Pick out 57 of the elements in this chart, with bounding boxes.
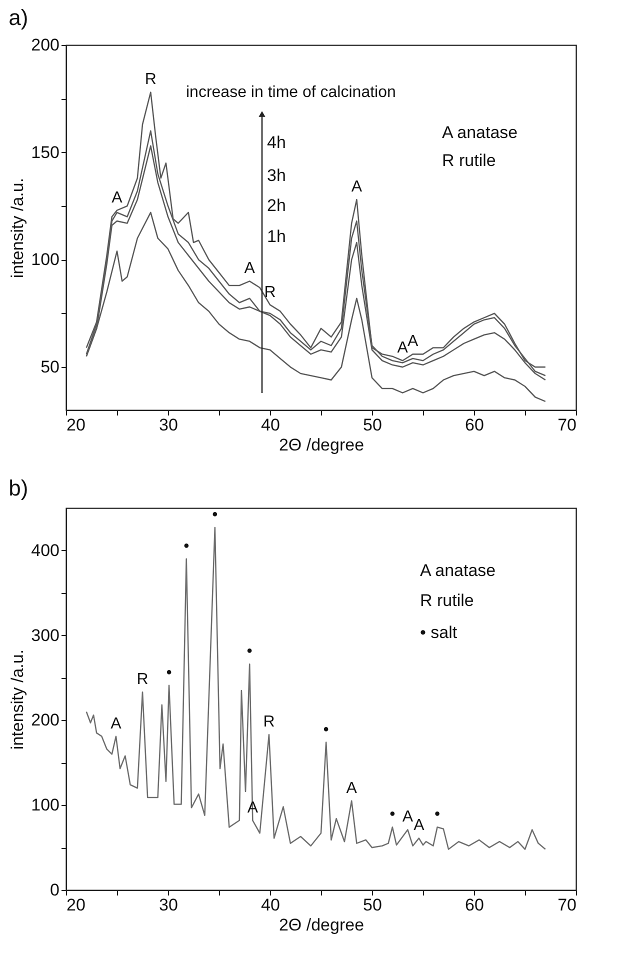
annotation: 2h bbox=[267, 196, 286, 215]
annotation: • bbox=[246, 643, 252, 660]
x-tick-label: 50 bbox=[363, 896, 382, 914]
annotation: A bbox=[397, 340, 408, 357]
x-tick-label: 50 bbox=[363, 416, 382, 434]
annotation: A bbox=[414, 817, 425, 834]
y-tick-label: 50 bbox=[40, 358, 60, 377]
y-tick-label: 150 bbox=[31, 142, 60, 162]
y-tick-label: 200 bbox=[31, 710, 60, 730]
annotation: R rutile bbox=[442, 151, 496, 170]
annotation: A bbox=[407, 333, 418, 350]
annotation: 1h bbox=[267, 227, 286, 246]
annotation: R rutile bbox=[420, 591, 474, 610]
annotation: R bbox=[264, 284, 276, 301]
x-tick-label: 60 bbox=[465, 416, 484, 434]
annotation: A bbox=[351, 178, 362, 196]
x-tick-label: 70 bbox=[558, 896, 576, 914]
annotation: R bbox=[263, 714, 275, 731]
annotation: A bbox=[110, 715, 122, 732]
annotation: • bbox=[166, 664, 172, 682]
annotation: R bbox=[144, 71, 156, 88]
annotation: 4h bbox=[267, 133, 286, 152]
x-tick-label: 40 bbox=[261, 416, 280, 434]
y-tick-label: 300 bbox=[31, 626, 60, 645]
y-tick-label: 100 bbox=[31, 250, 60, 270]
annotation: A bbox=[112, 189, 123, 206]
annotation: A bbox=[244, 260, 256, 278]
annotation: A bbox=[346, 780, 358, 797]
x-tick-label: 20 bbox=[66, 896, 86, 914]
y-tick-label: 200 bbox=[31, 36, 60, 54]
x-tick-label: 60 bbox=[465, 896, 484, 914]
x-tick-label: 70 bbox=[558, 416, 576, 434]
annotation: • salt bbox=[420, 623, 458, 642]
y-tick-label: 0 bbox=[50, 880, 60, 900]
chart-title: b) bbox=[8, 476, 28, 501]
annotation: A bbox=[402, 808, 414, 826]
annotation: • bbox=[212, 506, 218, 524]
y-axis-title: intensity /a.u. bbox=[8, 178, 28, 278]
annotation: 3h bbox=[267, 166, 286, 185]
x-axis-title: 2Θ /degree bbox=[278, 436, 364, 454]
annotation: R bbox=[136, 671, 148, 688]
annotation: increase in time of calcination bbox=[186, 84, 396, 101]
x-tick-label: 20 bbox=[66, 416, 86, 434]
annotation: • bbox=[323, 721, 329, 738]
chart-title: a) bbox=[8, 5, 28, 30]
y-tick-label: 400 bbox=[31, 540, 60, 560]
x-tick-label: 40 bbox=[261, 896, 280, 914]
annotation: A anatase bbox=[442, 123, 518, 142]
y-tick-label: 100 bbox=[31, 796, 60, 815]
annotation: • bbox=[390, 806, 396, 824]
annotation: A anatase bbox=[420, 561, 496, 580]
x-tick-label: 30 bbox=[159, 896, 178, 914]
annotation: • bbox=[434, 806, 440, 824]
y-axis-title: intensity /a.u. bbox=[8, 649, 28, 750]
x-axis-title: 2Θ /degree bbox=[278, 916, 364, 934]
x-tick-label: 30 bbox=[159, 416, 178, 434]
annotation: • bbox=[184, 538, 190, 555]
